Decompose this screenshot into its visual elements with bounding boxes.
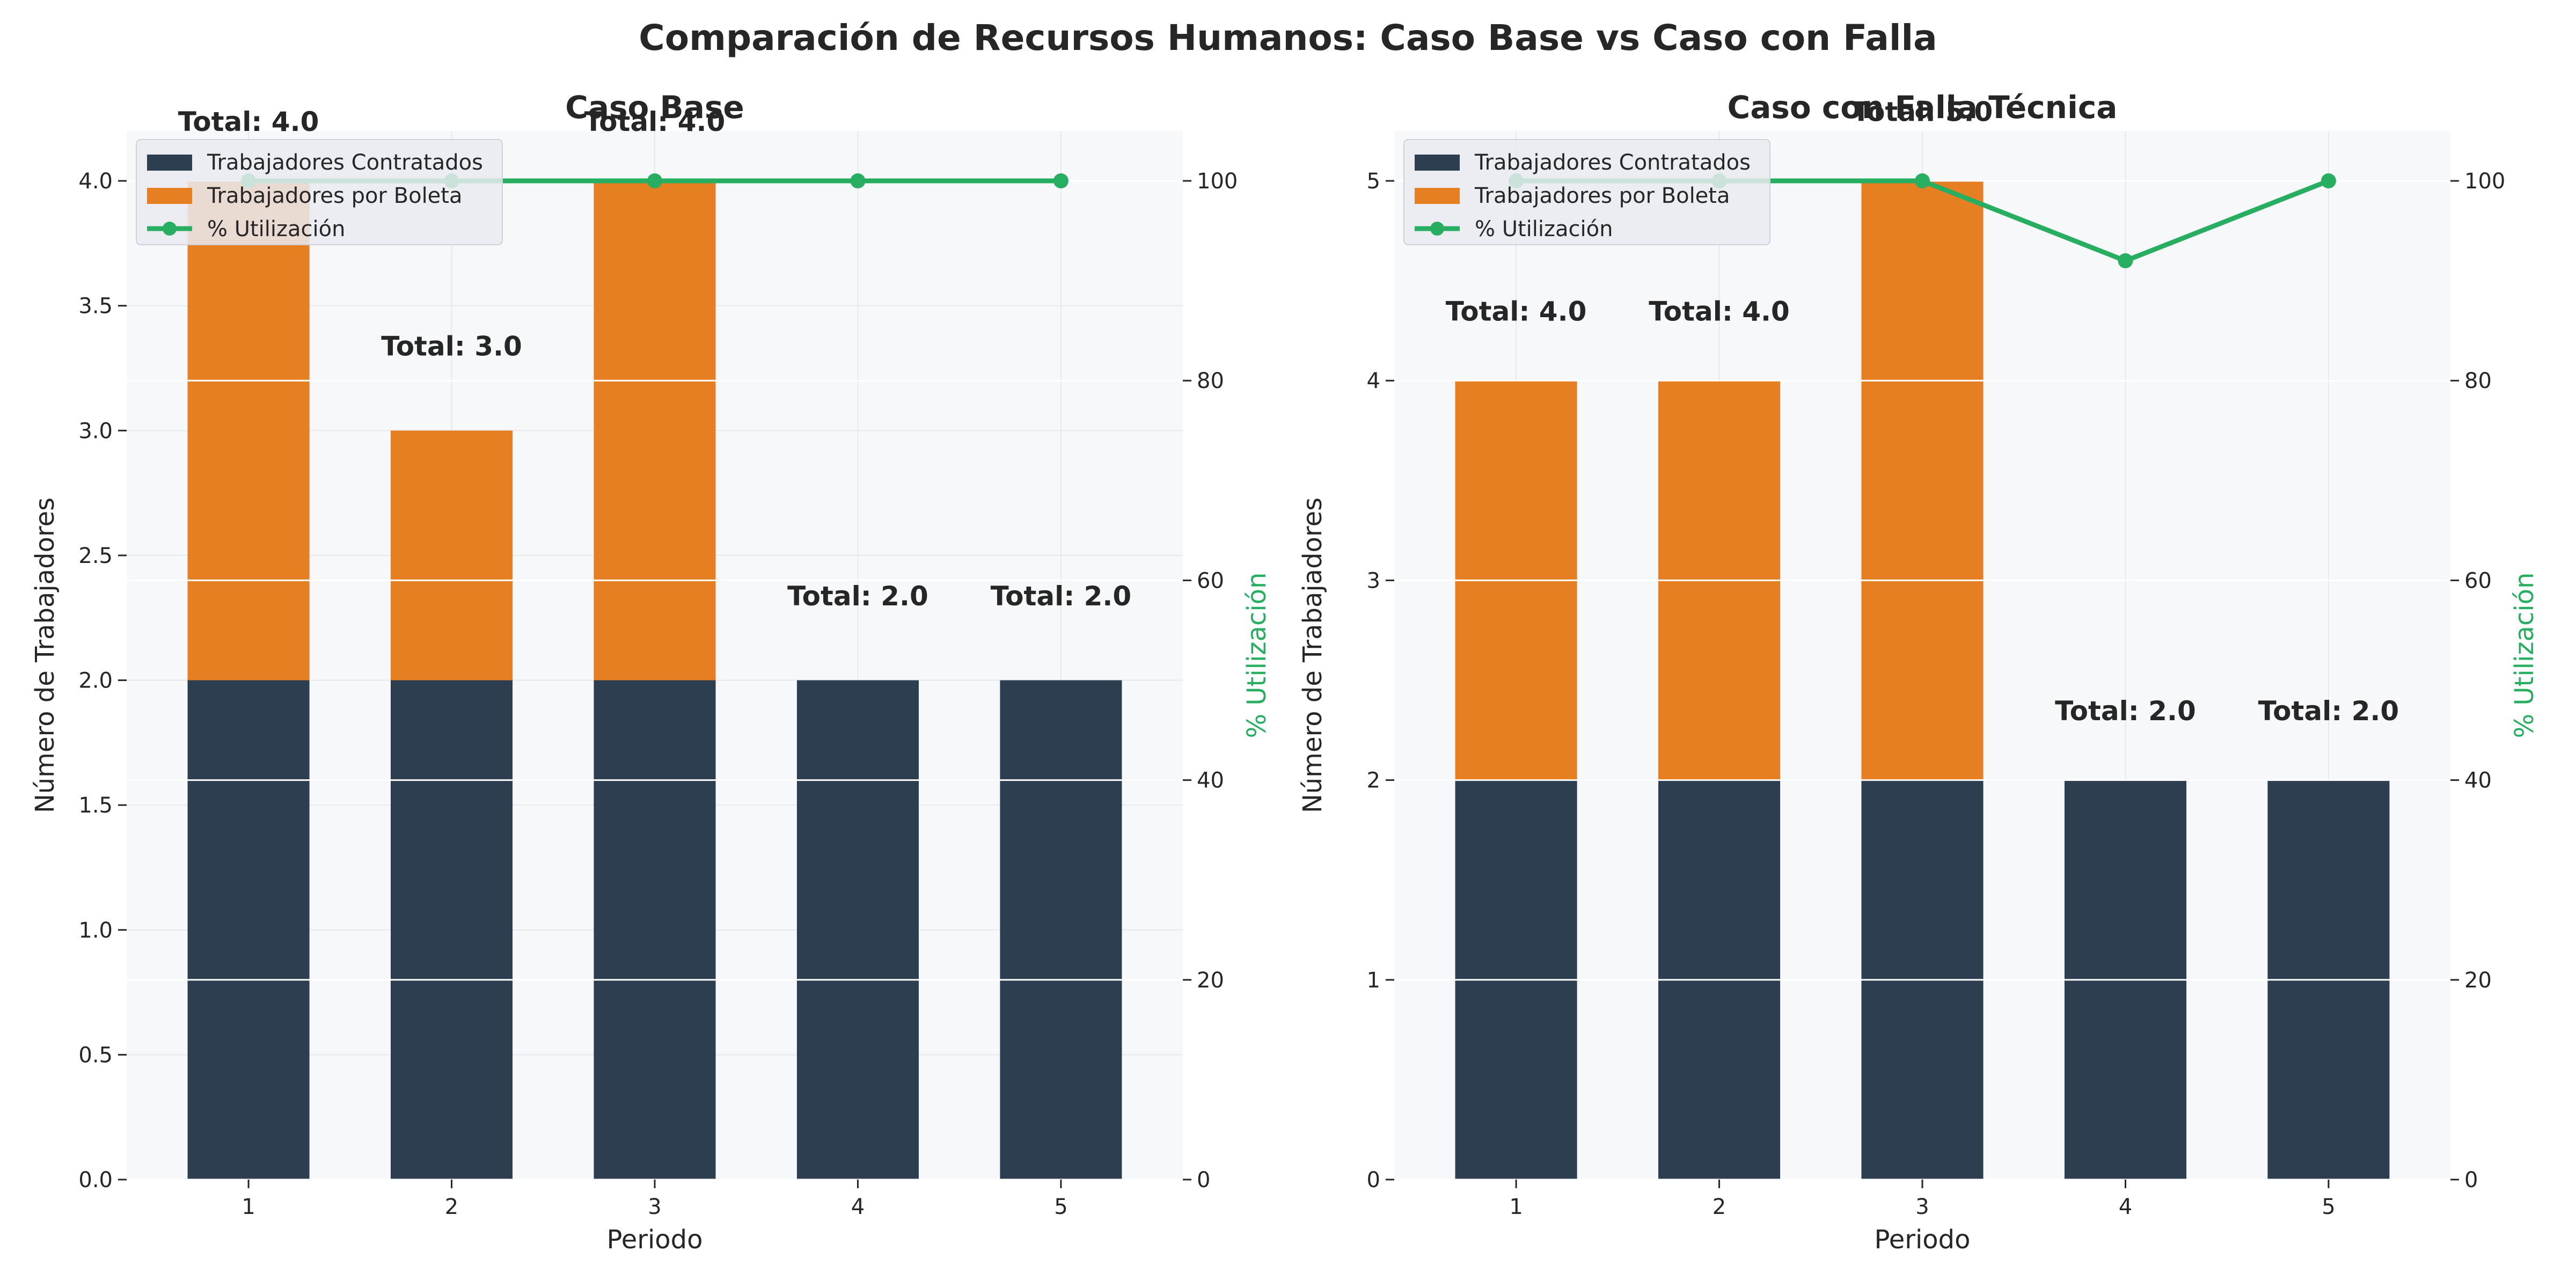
annotation-total-periodo-2: Total: 4.0 — [1649, 296, 1790, 327]
x-axis-label: Periodo — [606, 1225, 702, 1255]
legend: Trabajadores Contratados Trabajadores por… — [136, 139, 503, 245]
y-axis-label: Número de Trabajadores — [30, 497, 60, 813]
y2-tick-label: 20 — [2464, 968, 2492, 993]
legend-swatch-utilizacion-marker — [1430, 222, 1444, 236]
y-tick-label: 4 — [1367, 369, 1380, 393]
y2-tick-label: 60 — [1197, 568, 1224, 593]
annotation-total-periodo-2: Total: 3.0 — [381, 331, 522, 362]
y-tick-label: 2 — [1367, 769, 1380, 793]
y-tick-label: 2.5 — [78, 544, 113, 568]
y-tick-label: 0 — [1367, 1168, 1380, 1192]
annotation-total-periodo-1: Total: 4.0 — [1446, 296, 1587, 327]
annotation-total-periodo-3: Total: 5.0 — [1852, 96, 1993, 127]
legend-swatch-utilizacion-marker — [163, 222, 177, 236]
y2-tick-label: 100 — [1197, 169, 1238, 194]
y-tick-label: 3.0 — [78, 419, 113, 443]
bar-boleta-periodo-3 — [594, 181, 716, 680]
legend-label-boleta: Trabajadores por Boleta — [1474, 184, 1730, 208]
y2-tick-label: 40 — [1197, 769, 1224, 793]
utilizacion-point-periodo-4 — [850, 173, 866, 189]
y2-tick-label: 100 — [2464, 169, 2505, 194]
x-tick-label: 5 — [2322, 1195, 2335, 1219]
x-tick-label: 3 — [648, 1195, 661, 1219]
y-tick-label: 3.5 — [78, 294, 113, 319]
legend: Trabajadores Contratados Trabajadores por… — [1403, 139, 1770, 245]
x-axis-label: Periodo — [1874, 1225, 1970, 1255]
legend-swatch-contratados — [147, 155, 192, 171]
legend-label-boleta: Trabajadores por Boleta — [207, 184, 463, 208]
total-annotations: Total: 4.0 Total: 3.0 Total: 4.0 Total: 2.0… — [178, 106, 1131, 612]
bar-contratados-periodo-1 — [187, 680, 310, 1180]
y-tick-label: 3 — [1367, 568, 1380, 593]
y2-tick-label: 40 — [2464, 769, 2492, 793]
y-tick-label: 2.0 — [78, 669, 113, 693]
legend-swatch-boleta — [147, 188, 192, 204]
x-tick-label: 2 — [1713, 1195, 1726, 1219]
utilizacion-point-periodo-5 — [2321, 173, 2336, 189]
utilizacion-point-periodo-5 — [1053, 173, 1069, 189]
utilizacion-point-periodo-3 — [647, 173, 662, 189]
utilizacion-point-periodo-3 — [1915, 173, 1930, 189]
bar-boleta-periodo-1 — [187, 181, 310, 680]
legend-swatch-boleta — [1415, 188, 1460, 204]
bar-boleta-periodo-2 — [391, 430, 513, 680]
chart-panel-caso-base: Total: 4.0 Total: 3.0 Total: 4.0 Total: 2.0… — [30, 89, 1272, 1255]
bar-contratados-periodo-2 — [391, 680, 513, 1180]
bar-contratados-periodo-5 — [1000, 680, 1122, 1180]
y-tick-label: 1.5 — [78, 793, 113, 818]
y2-tick-label: 0 — [1197, 1168, 1210, 1192]
legend-label-utilizacion: % Utilización — [207, 217, 345, 241]
x-tick-label: 1 — [1509, 1195, 1523, 1219]
x-tick-label: 4 — [851, 1195, 865, 1219]
annotation-total-periodo-4: Total: 2.0 — [787, 581, 928, 612]
annotation-total-periodo-4: Total: 2.0 — [2055, 696, 2196, 727]
y-tick-label: 0.0 — [78, 1168, 113, 1192]
chart-panel-caso-falla: Total: 4.0 Total: 4.0 Total: 5.0 Total: 2.0… — [1298, 89, 2540, 1255]
bar-contratados-periodo-3 — [594, 680, 716, 1180]
y-tick-label: 5 — [1367, 169, 1380, 194]
x-tick-label: 3 — [1915, 1195, 1929, 1219]
legend-box — [136, 139, 503, 245]
legend-label-utilizacion: % Utilización — [1475, 217, 1613, 241]
annotation-total-periodo-3: Total: 4.0 — [584, 106, 726, 137]
legend-label-contratados: Trabajadores Contratados — [1474, 150, 1751, 175]
figure-suptitle: Comparación de Recursos Humanos: Caso Ba… — [639, 17, 1937, 58]
annotation-total-periodo-5: Total: 2.0 — [991, 581, 1132, 612]
y-tick-label: 1 — [1367, 968, 1380, 993]
bars — [187, 181, 1122, 1180]
x-tick-label: 1 — [241, 1195, 255, 1219]
annotation-total-periodo-1: Total: 4.0 — [178, 106, 319, 137]
chart-title: Caso Base — [565, 89, 744, 126]
y-tick-label: 4.0 — [78, 169, 113, 194]
y2-tick-label: 0 — [2464, 1168, 2478, 1192]
legend-label-contratados: Trabajadores Contratados — [207, 150, 483, 175]
y2-tick-label: 20 — [1197, 968, 1224, 993]
y-tick-label: 0.5 — [78, 1043, 113, 1067]
x-tick-label: 4 — [2119, 1195, 2132, 1219]
legend-swatch-contratados — [1415, 155, 1460, 171]
y-tick-label: 1.0 — [78, 918, 113, 943]
y-axis-label: Número de Trabajadores — [1298, 497, 1328, 813]
y2-tick-label: 80 — [1197, 369, 1224, 393]
y2-tick-label: 80 — [2464, 369, 2492, 393]
y2-tick-label: 60 — [2464, 568, 2492, 593]
total-annotations: Total: 4.0 Total: 4.0 Total: 5.0 Total: 2.0… — [1446, 96, 2399, 727]
y2-axis-label: % Utilización — [2509, 573, 2540, 738]
y2-axis-label: % Utilización — [1242, 573, 1272, 738]
utilizacion-point-periodo-4 — [2118, 253, 2133, 268]
bar-boleta-periodo-3 — [1861, 181, 1984, 780]
chart-title: Caso con Falla Técnica — [1728, 89, 2118, 126]
annotation-total-periodo-5: Total: 2.0 — [2258, 696, 2399, 727]
legend-box — [1403, 139, 1770, 245]
x-tick-label: 5 — [1054, 1195, 1067, 1219]
bar-contratados-periodo-4 — [796, 680, 919, 1180]
x-tick-label: 2 — [445, 1195, 458, 1219]
